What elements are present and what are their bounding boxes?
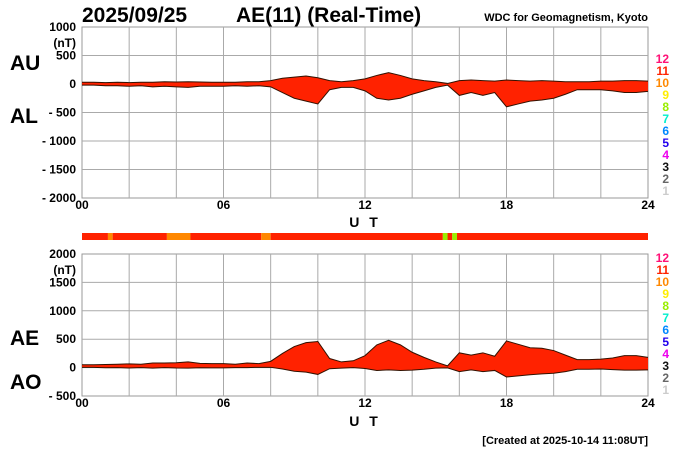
station-count-segment <box>456 233 648 240</box>
series-line-al <box>82 84 649 108</box>
legend-count-4: 4 <box>662 148 669 162</box>
y-tick-label: 1500 <box>49 275 76 289</box>
legend-count-2: 2 <box>662 371 669 385</box>
legend-count-11: 11 <box>656 64 669 78</box>
y-tick-label: 500 <box>56 332 76 346</box>
x-tick-label: 06 <box>217 198 231 212</box>
legend-count-7: 7 <box>662 311 669 325</box>
series-line-ae <box>82 339 649 367</box>
y-tick-label: - 1500 <box>42 163 76 177</box>
station-count-segment <box>270 233 443 240</box>
x-tick-label: 00 <box>75 198 89 212</box>
legend-count-7: 7 <box>662 112 669 126</box>
station-count-bar <box>82 233 648 240</box>
unit-label-top: (nT) <box>53 36 76 50</box>
series-fill <box>82 72 648 107</box>
y-tick-label: - 500 <box>49 106 77 120</box>
station-count-segment <box>261 233 271 240</box>
x-tick-label: 00 <box>75 396 89 410</box>
y-tick-label: 1000 <box>49 304 76 318</box>
created-footer: [Created at 2025-10-14 11:08UT] <box>482 435 648 447</box>
x-tick-label: 18 <box>500 396 514 410</box>
x-tick-label: 24 <box>641 198 655 212</box>
y-tick-label: - 1000 <box>42 134 76 148</box>
legend-count-2: 2 <box>662 172 669 186</box>
legend-count-1: 1 <box>662 383 669 397</box>
chart-title: AE(11) (Real-Time) <box>236 4 421 27</box>
legend-count-11: 11 <box>656 263 669 277</box>
legend-count-8: 8 <box>662 299 669 313</box>
legend-count-9: 9 <box>662 88 669 102</box>
y-tick-label: 2000 <box>49 247 76 261</box>
legend-count-4: 4 <box>662 347 669 361</box>
x-tick-label: 06 <box>217 396 231 410</box>
x-axis-label-bottom: U T <box>349 413 381 429</box>
legend-count-9: 9 <box>662 287 669 301</box>
legend-count-12: 12 <box>656 251 670 265</box>
x-tick-label: 12 <box>358 396 372 410</box>
station-count-segment <box>190 233 262 240</box>
x-axis-label-top: U T <box>349 214 381 230</box>
x-tick-label: 18 <box>500 198 514 212</box>
y-tick-label: 1000 <box>49 20 76 34</box>
legend-count-8: 8 <box>662 100 669 114</box>
unit-label-bottom: (nT) <box>53 263 76 277</box>
station-count-segment <box>166 233 191 240</box>
station-count-segment <box>442 233 448 240</box>
au-label: AU <box>10 52 40 75</box>
legend-count-3: 3 <box>662 359 669 373</box>
series-line-ao <box>82 366 649 378</box>
y-tick-label: - 2000 <box>42 191 76 205</box>
station-count-segment <box>112 233 167 240</box>
y-tick-label: - 500 <box>49 389 77 403</box>
source-label: WDC for Geomagnetism, Kyoto <box>484 12 648 24</box>
legend-count-5: 5 <box>662 136 669 150</box>
date-title: 2025/09/25 <box>82 4 187 27</box>
y-tick-label: 0 <box>69 77 76 91</box>
legend-count-12: 12 <box>656 52 670 66</box>
y-tick-label: 0 <box>69 361 76 375</box>
station-count-segment <box>107 233 113 240</box>
y-tick-label: 500 <box>56 49 76 63</box>
station-count-segment <box>82 233 108 240</box>
x-tick-label: 12 <box>358 198 372 212</box>
ae-label: AE <box>10 327 39 350</box>
legend-count-6: 6 <box>662 323 669 337</box>
al-label: AL <box>10 105 38 128</box>
legend-count-1: 1 <box>662 184 669 198</box>
series-line-au <box>82 72 649 84</box>
legend-count-10: 10 <box>656 76 670 90</box>
legend-count-3: 3 <box>662 160 669 174</box>
station-count-segment <box>452 233 457 240</box>
legend-count-5: 5 <box>662 335 669 349</box>
legend-count-10: 10 <box>656 275 670 289</box>
station-count-segment <box>447 233 453 240</box>
ao-label: AO <box>10 371 42 394</box>
legend-count-6: 6 <box>662 124 669 138</box>
x-tick-label: 24 <box>641 396 655 410</box>
